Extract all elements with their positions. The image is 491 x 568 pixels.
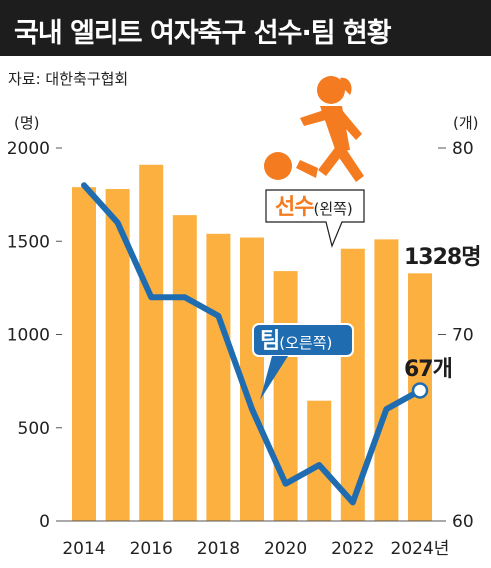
- y-right-tick-60: 60: [452, 512, 474, 532]
- x-tick-2018: 2018: [197, 539, 240, 559]
- axes-group: 1328명 67개 0 500 1000 1500 2000 (명) 60 70 80 (개) 2014…: [7, 114, 482, 559]
- team-callout-pointer: [260, 356, 288, 400]
- y-left-tick-1500: 1500: [7, 232, 50, 252]
- source-note: 자료: 대한축구협회: [8, 70, 129, 88]
- soccer-player-icon: [264, 76, 364, 182]
- team-end-point: [411, 382, 429, 399]
- bar-2014: [72, 187, 96, 522]
- y-left-tick-0: 0: [39, 512, 50, 532]
- x-tick-2014: 2014: [62, 539, 105, 559]
- player-callout: [265, 189, 365, 248]
- title-bar: 국내 엘리트 여자축구 선수·팀 현황: [0, 0, 491, 56]
- bar-2017: [172, 215, 197, 521]
- bar-2023: [374, 239, 399, 521]
- chart-title: 국내 엘리트 여자축구 선수·팀 현황: [14, 18, 392, 49]
- bar-2016: [139, 164, 164, 521]
- y-left-unit: (명): [14, 114, 40, 132]
- x-tick-2024년: 2024년: [391, 539, 450, 559]
- x-tick-2022: 2022: [331, 539, 374, 559]
- bars-group: [72, 164, 432, 522]
- y-right-tick-70: 70: [452, 326, 474, 346]
- y-left-tick-500: 500: [18, 419, 50, 439]
- bar-2018: [206, 233, 231, 522]
- y-right-tick-80: 80: [452, 139, 474, 159]
- y-left-tick-1000: 1000: [7, 326, 50, 346]
- team-series-label: 팀(오른쪽): [260, 329, 332, 354]
- y-left-tick-2000: 2000: [7, 139, 50, 159]
- x-tick-2016: 2016: [130, 539, 173, 559]
- x-tick-2020: 2020: [264, 539, 307, 559]
- team-badge: [252, 323, 354, 357]
- team-end-label: 67개: [404, 357, 452, 382]
- player-series-label: 선수(왼쪽): [275, 195, 353, 220]
- team-series-line: [81, 182, 423, 506]
- y-right-unit: (개): [453, 114, 479, 132]
- line-group: [81, 182, 429, 506]
- player-end-label: 1328명: [404, 245, 480, 270]
- bar-2021: [307, 400, 332, 521]
